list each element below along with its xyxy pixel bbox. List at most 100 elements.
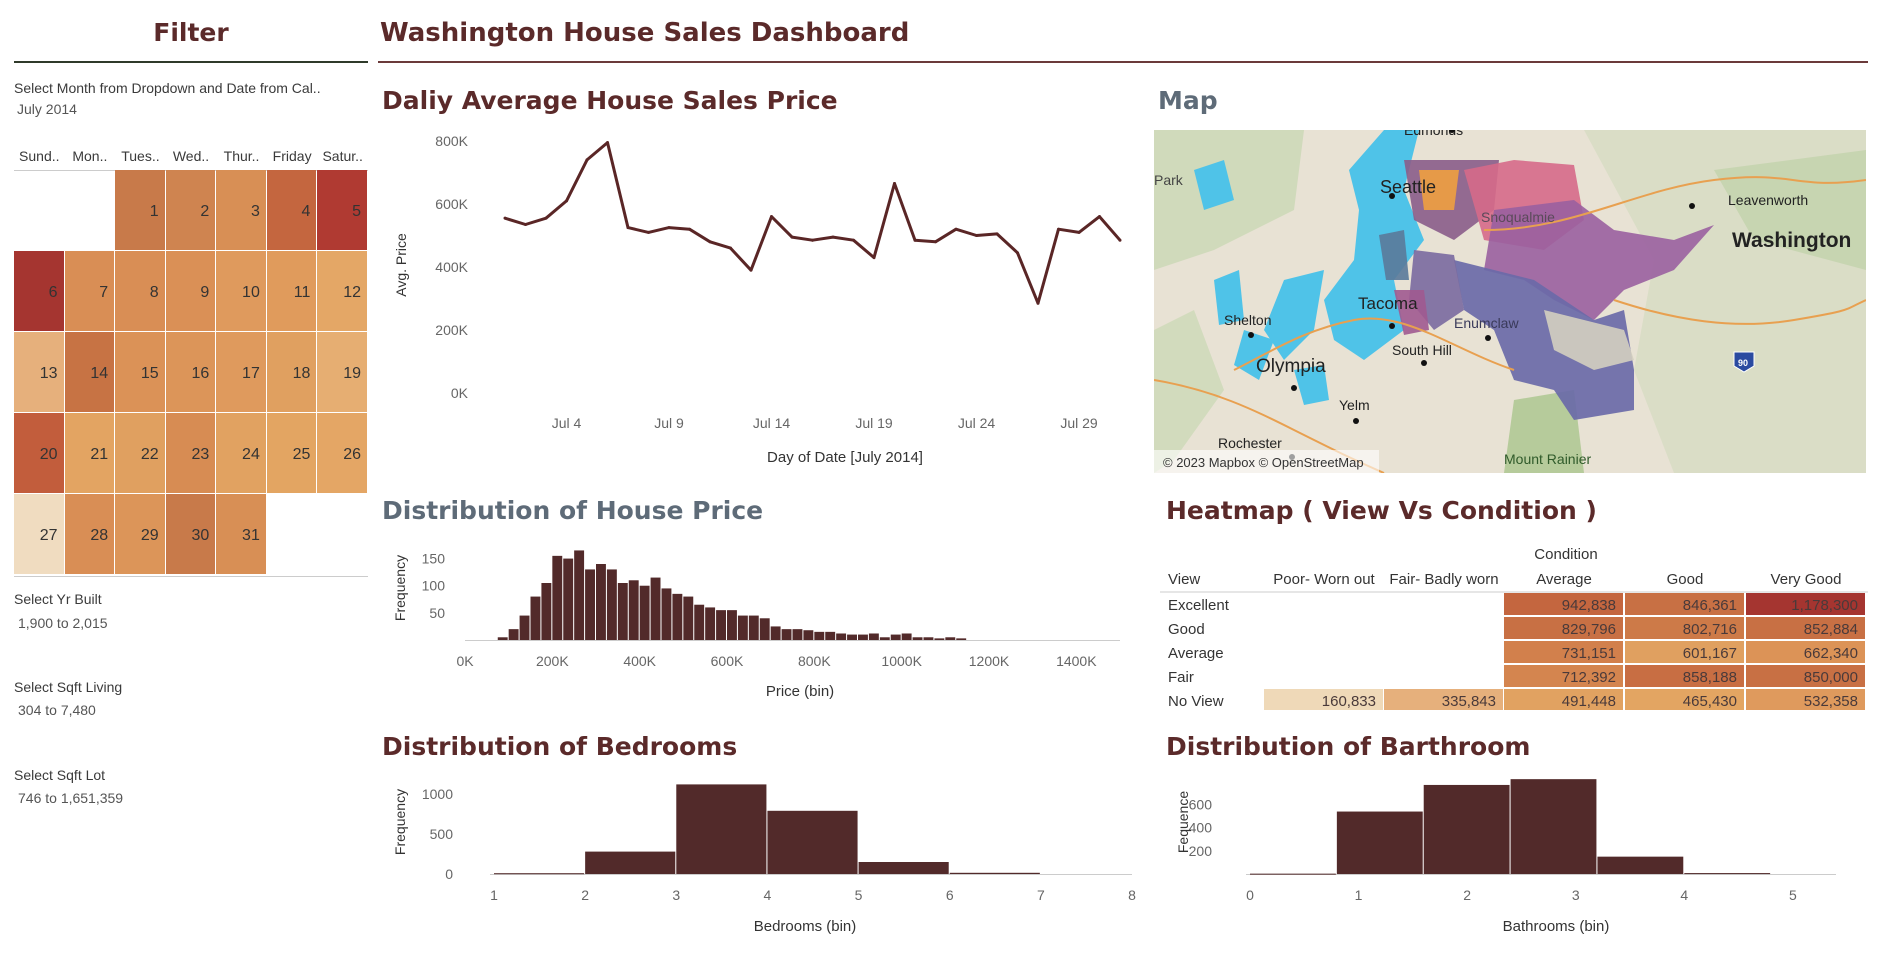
avg-price-point xyxy=(1077,230,1081,234)
calendar-day-label: 10 xyxy=(242,284,260,301)
calendar-day-21[interactable]: 21 xyxy=(64,413,115,493)
y-axis-label: Frequency xyxy=(392,789,408,855)
calendar-day-label: 7 xyxy=(99,284,109,301)
bedroom-bar xyxy=(858,862,949,874)
heatmap-cell xyxy=(1504,641,1623,663)
map-canvas[interactable]: Edmonds Seattle Snoqualmie Leavenworth W… xyxy=(1154,130,1866,473)
x-tick-label: Jul 29 xyxy=(1060,415,1098,431)
calendar-day-14[interactable]: 14 xyxy=(64,332,115,412)
calendar-day-25[interactable]: 25 xyxy=(266,413,317,493)
x-tick-label: 800K xyxy=(798,653,831,669)
x-axis-label: Bedrooms (bin) xyxy=(754,918,857,935)
price-bar xyxy=(890,634,901,640)
calendar-day-label: 21 xyxy=(90,446,109,463)
map-view[interactable]: Edmonds Seattle Snoqualmie Leavenworth W… xyxy=(1154,130,1866,473)
calendar-day-16[interactable]: 16 xyxy=(165,332,216,412)
map-label-tacoma: Tacoma xyxy=(1358,294,1418,313)
avg-price-line xyxy=(504,141,1122,305)
y-tick-label: 800K xyxy=(435,133,468,149)
line-chart-title: Daliy Average House Sales Price xyxy=(382,86,838,115)
calendar-day-24[interactable]: 24 xyxy=(216,413,266,493)
calendar-day-30[interactable]: 30 xyxy=(165,494,216,574)
price-bar xyxy=(836,633,847,640)
avg-price-point xyxy=(811,238,814,242)
calendar-day-20[interactable]: 20 xyxy=(14,413,64,493)
x-tick-label: 5 xyxy=(855,887,863,903)
calendar-day-29[interactable]: 29 xyxy=(115,494,165,574)
calendar-day-23[interactable]: 23 xyxy=(165,413,216,493)
heatmap-value: 731,151 xyxy=(1562,645,1616,662)
avg-price-point xyxy=(729,246,732,250)
calendar-day-label: 24 xyxy=(242,446,260,463)
calendar-day-10[interactable]: 10 xyxy=(216,251,266,331)
calendar-day-3[interactable]: 3 xyxy=(216,170,266,250)
calendar-day-22[interactable]: 22 xyxy=(115,413,165,493)
bedrooms-title: Distribution of Bedrooms xyxy=(382,732,738,761)
calendar-day-5[interactable]: 5 xyxy=(317,170,367,250)
calendar-day-4[interactable]: 4 xyxy=(266,170,317,250)
price-bar xyxy=(803,630,814,640)
calendar-day-1[interactable]: 1 xyxy=(115,170,165,250)
bedroom-bar xyxy=(949,872,1040,874)
yr-built-label: Select Yr Built xyxy=(14,591,102,607)
month-dropdown[interactable]: July 2014 xyxy=(17,101,77,117)
calendar-day-31[interactable]: 31 xyxy=(216,494,266,574)
bathrooms-histogram: 200 400 600 0 1 2 3 4 5 Bathrooms (bin) Fequence xyxy=(1175,779,1836,935)
sqft-living-range[interactable]: 304 to 7,480 xyxy=(18,702,96,718)
x-tick-label: 1 xyxy=(490,887,498,903)
heatmap-cell xyxy=(1504,617,1623,639)
y-tick-label: 600 xyxy=(1189,797,1213,813)
calendar-day-11[interactable]: 11 xyxy=(266,251,317,331)
sqft-living-label: Select Sqft Living xyxy=(14,679,123,695)
y-tick-label: 0K xyxy=(451,385,469,401)
calendar-day-8[interactable]: 8 xyxy=(115,251,165,331)
x-tick-label: 6 xyxy=(946,887,954,903)
calendar-day-6[interactable]: 6 xyxy=(14,251,64,331)
price-bar xyxy=(705,607,716,640)
calendar-day-26[interactable]: 26 xyxy=(317,413,367,493)
calendar-day-label: 26 xyxy=(343,446,361,463)
map-label-olympia: Olympia xyxy=(1256,356,1326,377)
avg-price-point xyxy=(606,141,609,145)
price-bar xyxy=(912,637,923,640)
calendar-day-19[interactable]: 19 xyxy=(317,332,367,412)
calendar-day-2[interactable]: 2 xyxy=(165,170,216,250)
avg-price-point xyxy=(524,222,527,226)
heatmap-cell xyxy=(1625,641,1744,663)
price-bar xyxy=(617,583,628,640)
calendar-day-9[interactable]: 9 xyxy=(165,251,216,331)
calendar-day-15[interactable]: 15 xyxy=(115,332,165,412)
calendar-day-7[interactable]: 7 xyxy=(64,251,115,331)
calendar-bottom-rule xyxy=(14,576,368,577)
condition-column-header: Fair- Badly worn xyxy=(1389,571,1498,588)
y-axis-label: Avg. Price xyxy=(393,233,409,297)
price-bar xyxy=(748,615,759,640)
heatmap-cell xyxy=(1264,689,1383,710)
view-condition-heatmap: Condition View Poor- Worn out Fair- Badly w… xyxy=(1160,546,1868,710)
heatmap-cell xyxy=(1504,665,1623,687)
calendar-day-27[interactable]: 27 xyxy=(14,494,64,574)
price-bar xyxy=(596,564,606,640)
x-axis-label: Bathrooms (bin) xyxy=(1503,918,1610,935)
calendar-day-17[interactable]: 17 xyxy=(216,332,266,412)
bathroom-bar xyxy=(1250,873,1336,875)
x-tick-label: 0 xyxy=(1246,887,1254,903)
yr-built-range[interactable]: 1,900 to 2,015 xyxy=(18,615,108,631)
x-tick-label: 0K xyxy=(456,653,474,669)
calendar-day-label: 3 xyxy=(250,203,260,220)
calendar-weekday-1: Mon.. xyxy=(72,148,108,164)
calendar-day-12[interactable]: 12 xyxy=(317,251,367,331)
price-bar xyxy=(508,629,519,640)
price-bar xyxy=(934,638,945,640)
calendar-day-label: 15 xyxy=(140,365,159,382)
heatmap-value: 601,167 xyxy=(1683,645,1737,662)
condition-group-header: Condition xyxy=(1534,546,1597,563)
calendar-day-18[interactable]: 18 xyxy=(266,332,317,412)
price-bar xyxy=(945,637,956,640)
calendar-day-28[interactable]: 28 xyxy=(64,494,115,574)
calendar-day-13[interactable]: 13 xyxy=(14,332,64,412)
price-bar xyxy=(563,558,574,640)
sqft-lot-range[interactable]: 746 to 1,651,359 xyxy=(18,790,124,806)
map-label-rochester: Rochester xyxy=(1218,435,1282,451)
x-tick-label: Jul 24 xyxy=(958,415,996,431)
